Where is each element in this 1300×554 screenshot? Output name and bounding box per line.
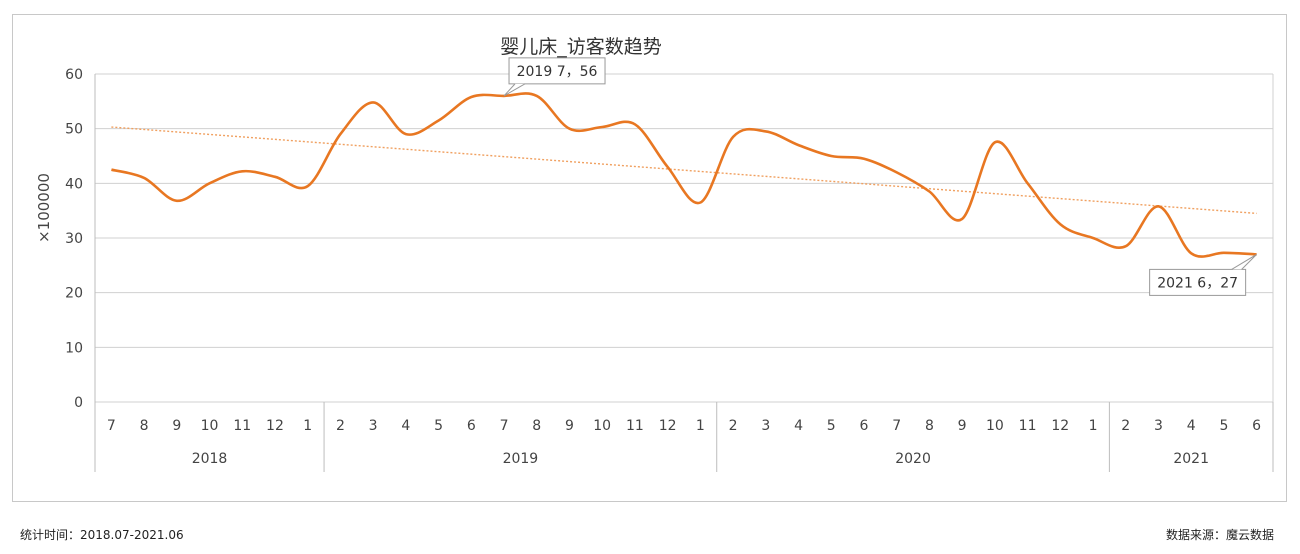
y-axis-label: ×100000: [35, 173, 53, 243]
annotations-group: 2019 7，56 2021 6，27: [503, 57, 1257, 296]
y-tick-label: 20: [65, 286, 83, 302]
x-tick-label: 8: [140, 418, 149, 434]
x-tick-label: 10: [986, 418, 1004, 434]
annotation: 2019 7，56: [503, 57, 606, 97]
x-tick-label: 12: [1051, 418, 1069, 434]
annotation-box: [508, 57, 606, 85]
trendline-group: [111, 126, 1257, 215]
x-tick-label: 11: [1019, 418, 1037, 434]
y-tick-label: 40: [65, 176, 83, 192]
x-tick-label: 3: [1154, 418, 1163, 434]
x-tick-label: 5: [434, 418, 443, 434]
x-tick-label: 1: [1089, 418, 1098, 434]
y-tick-label: 50: [65, 122, 83, 138]
y-tick-label: 10: [65, 340, 83, 356]
x-tick-label: 5: [1219, 418, 1228, 434]
annotation-pointer: [503, 83, 526, 97]
chart-title: 婴儿床_访客数趋势: [500, 36, 662, 58]
stat-time-value: 2018.07-2021.06: [80, 528, 184, 542]
x-tick-label: 2: [1121, 418, 1130, 434]
x-tick-label: 9: [565, 418, 574, 434]
annotation: 2021 6，27: [1149, 253, 1257, 296]
chart-frame: 婴儿床_访客数趋势 0 10 20 30 40 50 60 ×100000 7 8 9 10 11 12 1…: [12, 14, 1287, 502]
x-tick-label: 8: [532, 418, 541, 434]
x-tick-label: 9: [958, 418, 967, 434]
x-tick-label: 10: [593, 418, 611, 434]
x-tick-label: 4: [401, 418, 410, 434]
x-tick-label: 7: [107, 418, 116, 434]
x-tick-label: 4: [794, 418, 803, 434]
x-tick-label: 1: [303, 418, 312, 434]
x-tick-label: 9: [172, 418, 181, 434]
year-label: 2020: [895, 451, 931, 467]
annotation-pointer: [1231, 253, 1257, 270]
x-tick-label: 12: [266, 418, 284, 434]
year-label: 2021: [1173, 451, 1209, 467]
data-source-label: 数据来源：: [1165, 528, 1226, 542]
grid: [95, 73, 1274, 403]
y-tick-label: 60: [65, 67, 83, 83]
x-tick-label: 7: [892, 418, 901, 434]
data-source-value: 魔云数据: [1225, 528, 1274, 542]
stat-time: 统计时间：2018.07-2021.06: [20, 526, 184, 543]
data-source: 数据来源：魔云数据: [1166, 526, 1274, 543]
year-label: 2019: [503, 451, 539, 467]
year-label: 2018: [192, 451, 228, 467]
x-tick-label: 6: [467, 418, 476, 434]
x-tick-label: 11: [233, 418, 251, 434]
x-tick-label: 3: [761, 418, 770, 434]
series-group: [111, 92, 1257, 258]
stat-time-label: 统计时间：: [20, 528, 81, 542]
x-tick-label: 10: [201, 418, 219, 434]
series-line: [111, 92, 1257, 258]
y-tick-label: 0: [74, 395, 83, 411]
x-tick-label: 5: [827, 418, 836, 434]
x-tick-label: 6: [860, 418, 869, 434]
y-tick-label: 30: [65, 231, 83, 247]
x-tick-label: 7: [500, 418, 509, 434]
x-tick-label: 3: [369, 418, 378, 434]
x-tick-label: 2: [729, 418, 738, 434]
x-tick-label: 6: [1252, 418, 1261, 434]
x-tick-label: 1: [696, 418, 705, 434]
trendline: [111, 126, 1257, 215]
x-tick-label: 4: [1187, 418, 1196, 434]
annotation-label: 2019 7，56: [517, 64, 598, 80]
x-tick-label: 12: [659, 418, 677, 434]
annotation-box: [1149, 268, 1247, 296]
x-tick-label: 8: [925, 418, 934, 434]
annotation-label: 2021 6，27: [1157, 275, 1238, 291]
x-tick-label: 2: [336, 418, 345, 434]
x-tick-label: 11: [626, 418, 644, 434]
